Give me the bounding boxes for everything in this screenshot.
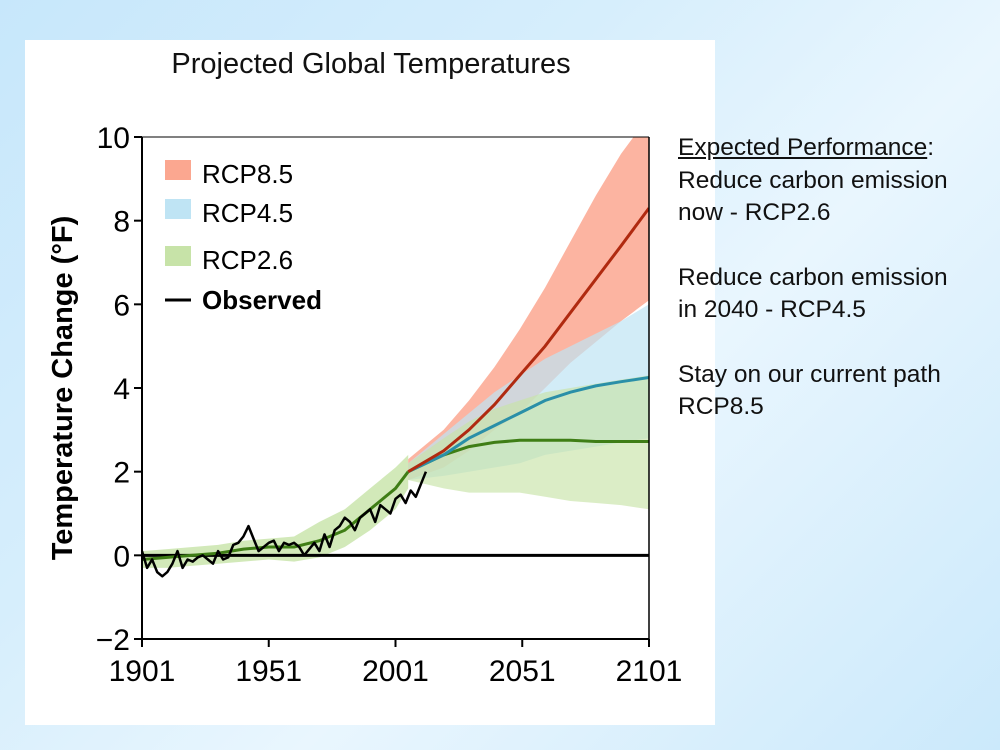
y-tick-label: 2 xyxy=(113,457,130,490)
y-tick-label: 10 xyxy=(97,122,130,155)
notes-line-6: RCP8.5 xyxy=(678,393,764,420)
legend-label: RCP8.5 xyxy=(202,159,293,189)
notes-panel: Expected Performance: Reduce carbon emis… xyxy=(678,132,996,456)
y-tick-label: 8 xyxy=(113,206,130,239)
notes-heading-suffix: : xyxy=(927,134,935,161)
legend-swatch xyxy=(165,246,191,266)
observed-line xyxy=(142,471,428,578)
x-tick-label: 2001 xyxy=(362,655,429,688)
legend: RCP8.5 RCP4.5 RCP2.6 Observed xyxy=(165,159,322,315)
legend-label: Observed xyxy=(202,285,322,315)
y-axis-label: Temperature Change (°F) xyxy=(47,216,79,561)
x-tick-label: 1901 xyxy=(109,655,176,688)
legend-swatch xyxy=(165,160,191,180)
notes-block-rcp26: Expected Performance: Reduce carbon emis… xyxy=(678,132,996,230)
notes-heading: Expected Performance xyxy=(678,134,928,161)
chart-title: Projected Global Temperatures xyxy=(171,48,570,80)
y-tick-label: 4 xyxy=(113,373,130,406)
temperature-chart: Projected Global Temperatures −2 0 2 4 6 8 10 19… xyxy=(47,48,683,688)
rcp45-line xyxy=(407,376,649,474)
legend-label: RCP4.5 xyxy=(202,198,293,228)
notes-line-3: Reduce carbon emission xyxy=(678,263,948,291)
legend-swatch xyxy=(165,199,191,219)
y-tick-label: 0 xyxy=(113,540,130,573)
y-tick-label: −2 xyxy=(96,624,130,657)
historical-band xyxy=(142,454,409,568)
rcp26-band xyxy=(408,375,649,510)
notes-line-2: now - RCP2.6 xyxy=(678,199,831,226)
x-tick-label: 2101 xyxy=(616,655,683,688)
notes-line-5: Stay on our current path xyxy=(678,360,941,388)
notes-block-rcp85: Stay on our current path RCP8.5 xyxy=(678,359,996,424)
chart-card: Projected Global Temperatures −2 0 2 4 6 8 10 19… xyxy=(25,40,715,725)
rcp85-line xyxy=(407,207,649,473)
plot-area xyxy=(142,137,649,578)
rcp26-line xyxy=(407,438,649,474)
legend-label: RCP2.6 xyxy=(202,245,293,275)
notes-line-1: Reduce carbon emission xyxy=(678,166,948,194)
notes-line-4: in 2040 - RCP4.5 xyxy=(678,296,866,323)
notes-heading-line: Expected Performance: xyxy=(678,132,996,165)
x-tick-label: 2051 xyxy=(489,655,556,688)
rcp85-band xyxy=(408,137,649,480)
y-tick-label: 6 xyxy=(113,289,130,322)
notes-block-rcp45: Reduce carbon emission in 2040 - RCP4.5 xyxy=(678,262,996,327)
x-tick-label: 1951 xyxy=(235,655,302,688)
